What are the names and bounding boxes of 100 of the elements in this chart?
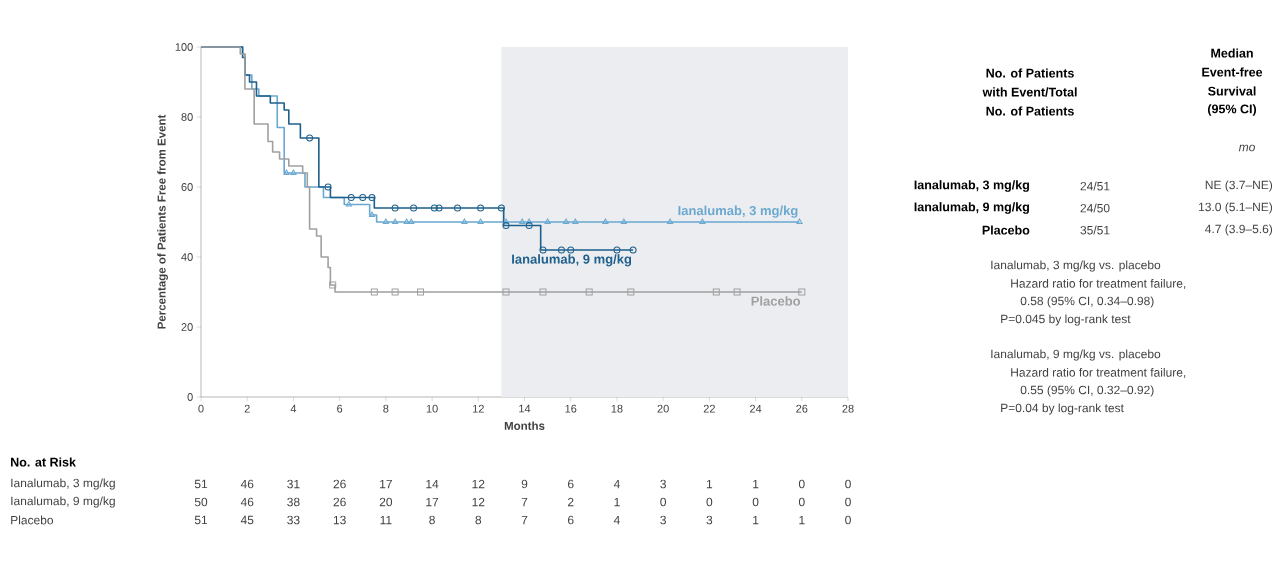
text: 0 bbox=[706, 497, 713, 507]
x-tick-label: 2 bbox=[244, 404, 250, 413]
point bbox=[345, 201, 352, 207]
text: Hazard ratio for treatment failure, bbox=[1011, 278, 1186, 290]
text: 24/50 bbox=[1080, 203, 1110, 213]
text: 3 bbox=[660, 515, 666, 525]
x-tick-label: 28 bbox=[842, 404, 854, 413]
point bbox=[567, 246, 575, 254]
text: 13.0 (5.1–NE) bbox=[1199, 202, 1273, 214]
text: 7 bbox=[521, 515, 528, 525]
text: No. at Risk bbox=[11, 457, 76, 467]
point bbox=[502, 288, 510, 296]
text: 1 bbox=[614, 497, 620, 507]
point bbox=[392, 218, 399, 224]
text: 38 bbox=[287, 497, 300, 507]
point bbox=[477, 218, 484, 224]
text: 4.7 (3.9–5.6) bbox=[1205, 224, 1273, 236]
point bbox=[408, 218, 415, 224]
text: 45 bbox=[240, 515, 254, 525]
point bbox=[391, 204, 399, 212]
text: NE (3.7–NE) bbox=[1205, 180, 1273, 192]
text: 33 bbox=[287, 515, 300, 525]
point bbox=[613, 246, 621, 254]
point bbox=[382, 218, 389, 224]
text: 26 bbox=[333, 497, 346, 507]
text: Hazard ratio for treatment failure, bbox=[1011, 367, 1186, 379]
text: 50 bbox=[194, 497, 208, 507]
text: 12 bbox=[472, 497, 485, 507]
text: 4 bbox=[613, 479, 620, 489]
point bbox=[539, 288, 547, 296]
point bbox=[798, 288, 806, 296]
point bbox=[557, 246, 565, 254]
text: mo bbox=[1238, 144, 1255, 152]
point bbox=[585, 288, 593, 296]
point bbox=[477, 204, 485, 212]
y-tick-label: 20 bbox=[181, 323, 193, 331]
x-tick-label: 20 bbox=[657, 404, 669, 413]
x-tick-label: 10 bbox=[426, 404, 438, 413]
x-tick-label: 12 bbox=[473, 404, 484, 413]
x-tick-label: 4 bbox=[290, 404, 297, 413]
point bbox=[417, 288, 425, 296]
text: 0 bbox=[660, 497, 667, 507]
point bbox=[324, 183, 332, 191]
point bbox=[403, 218, 410, 224]
point bbox=[620, 218, 627, 224]
text: 2 bbox=[567, 497, 574, 507]
point bbox=[391, 288, 399, 296]
point bbox=[572, 218, 579, 224]
point bbox=[430, 204, 438, 212]
x-tick-label: 26 bbox=[796, 404, 808, 413]
text: 0 bbox=[845, 497, 851, 507]
text: 8 bbox=[475, 515, 482, 525]
point bbox=[519, 218, 526, 224]
point bbox=[563, 218, 570, 224]
point bbox=[602, 218, 609, 224]
text: Ianalumab, 3 mg/kg bbox=[11, 478, 115, 490]
text: Survival bbox=[1208, 86, 1256, 96]
text: 46 bbox=[240, 497, 254, 507]
point bbox=[502, 222, 510, 229]
text: 31 bbox=[287, 479, 300, 489]
x-tick-label: 14 bbox=[519, 404, 531, 413]
text: 0 bbox=[845, 479, 851, 489]
x-tick-label: 18 bbox=[611, 404, 623, 413]
x-tick-label: 6 bbox=[337, 404, 343, 413]
text: No. of Patients bbox=[986, 68, 1074, 78]
text: Event-free bbox=[1202, 67, 1263, 77]
y-tick-label: 100 bbox=[175, 43, 193, 51]
text: P=0.04 by log-rank test bbox=[1001, 403, 1124, 415]
point bbox=[733, 288, 741, 296]
series-label: Ianalumab, 9 mg/kg bbox=[512, 254, 632, 267]
text: 35/51 bbox=[1080, 225, 1110, 235]
y-tick-label: 80 bbox=[181, 113, 193, 121]
text: 20 bbox=[379, 497, 393, 507]
y-tick-label: 60 bbox=[181, 183, 193, 191]
text: Placebo bbox=[11, 515, 54, 525]
text: P=0.045 by log-rank test bbox=[1001, 314, 1131, 326]
point bbox=[370, 288, 378, 296]
text: 3 bbox=[660, 479, 666, 489]
text: 51 bbox=[194, 479, 208, 489]
point bbox=[359, 193, 367, 201]
text: 8 bbox=[429, 515, 435, 525]
text: 1 bbox=[706, 479, 713, 489]
point bbox=[368, 211, 376, 217]
point bbox=[544, 218, 551, 224]
text: 17 bbox=[380, 479, 392, 489]
text: 46 bbox=[240, 479, 254, 489]
text: 0 bbox=[845, 515, 851, 525]
x-axis-title: Months bbox=[504, 421, 545, 430]
text: No. of Patients bbox=[986, 106, 1074, 116]
point bbox=[525, 222, 533, 229]
text: 26 bbox=[333, 479, 346, 489]
text: 1 bbox=[799, 515, 805, 525]
point bbox=[329, 281, 337, 289]
text: 9 bbox=[521, 479, 528, 489]
text: 11 bbox=[380, 515, 392, 525]
text: 17 bbox=[426, 497, 439, 507]
point bbox=[290, 169, 297, 175]
text: 7 bbox=[521, 497, 528, 507]
text: 6 bbox=[568, 479, 574, 489]
point bbox=[497, 204, 505, 212]
